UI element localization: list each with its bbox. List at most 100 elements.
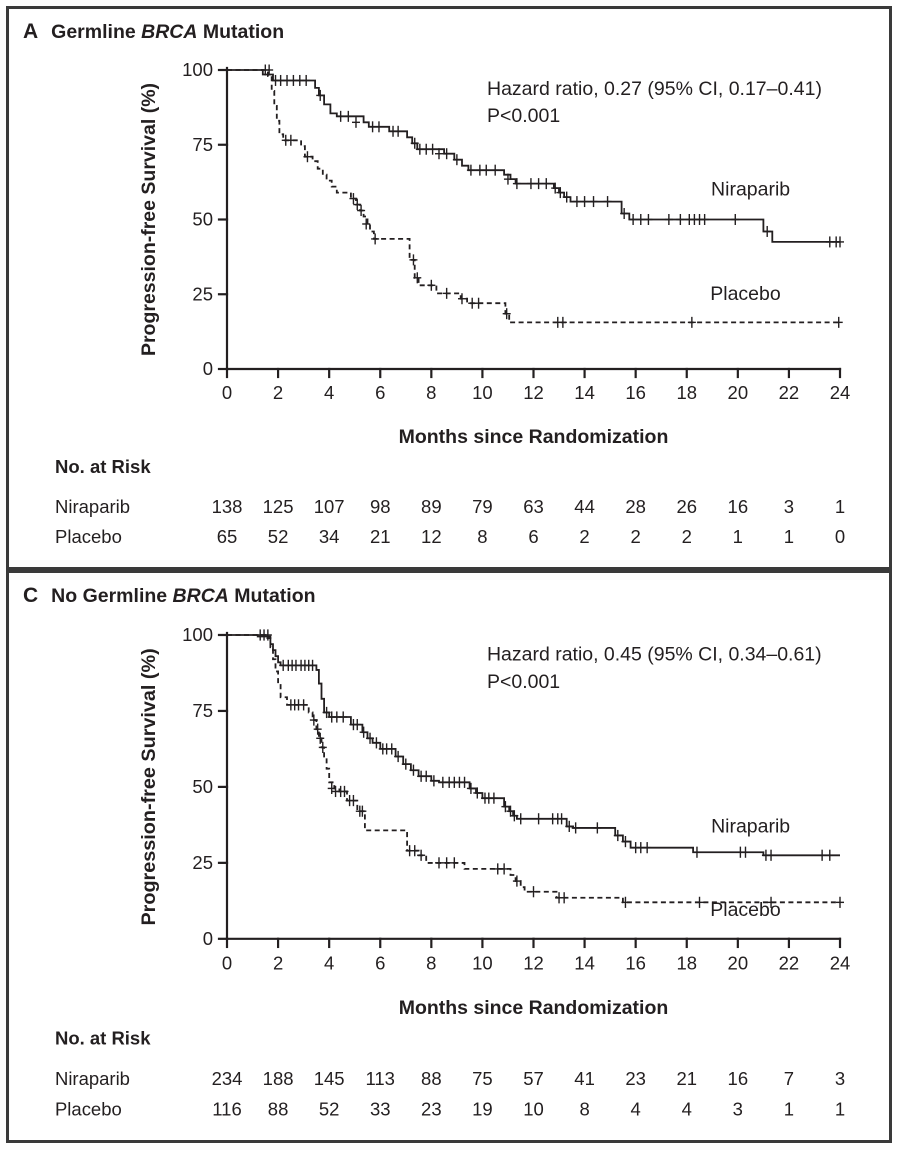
risk-value: 2 [579, 526, 589, 547]
risk-value: 41 [574, 1068, 595, 1089]
x-tick-label: 16 [625, 952, 646, 973]
gene-name-brca: BRCA [141, 21, 198, 43]
risk-value: 1 [733, 526, 743, 547]
x-tick-label: 14 [574, 952, 595, 973]
risk-value: 1 [835, 496, 845, 517]
x-tick-label: 8 [426, 952, 436, 973]
x-tick-label: 22 [779, 382, 800, 403]
km-curve-placebo: Placebo [227, 69, 843, 328]
hazard-ratio-annotation: P<0.001 [487, 105, 560, 127]
panel-a-title: A Germline BRCA Mutation [23, 20, 284, 44]
x-tick-label: 22 [779, 952, 800, 973]
hazard-ratio-annotation: P<0.001 [487, 671, 560, 693]
risk-value: 65 [217, 526, 238, 547]
risk-value: 107 [314, 496, 345, 517]
risk-value: 3 [733, 1098, 743, 1119]
x-tick-label: 6 [375, 952, 385, 973]
risk-value: 234 [212, 1068, 243, 1089]
panel-a-letter: A [23, 20, 39, 43]
risk-value: 16 [728, 1068, 749, 1089]
risk-value: 125 [263, 496, 294, 517]
risk-value: 33 [370, 1098, 391, 1119]
curve-label-niraparib: Niraparib [711, 815, 790, 837]
risk-value: 188 [263, 1068, 294, 1089]
x-tick-label: 4 [324, 382, 334, 403]
y-tick-label: 100 [182, 624, 213, 645]
km-curve-niraparib: Niraparib [227, 629, 840, 861]
risk-value: 88 [421, 1068, 442, 1089]
x-tick-label: 18 [676, 952, 697, 973]
risk-value: 10 [523, 1098, 544, 1119]
curve-label-placebo: Placebo [710, 283, 781, 305]
x-tick-label: 8 [426, 382, 436, 403]
risk-value: 23 [421, 1098, 442, 1119]
risk-value: 79 [472, 496, 493, 517]
km-curve-placebo: Placebo [227, 634, 844, 921]
y-axis-title: Progression-free Survival (%) [138, 83, 160, 356]
risk-value: 19 [472, 1098, 493, 1119]
censor-marks-niraparib [261, 64, 844, 248]
risk-value: 23 [625, 1068, 646, 1089]
x-tick-label: 24 [830, 952, 851, 973]
x-tick-label: 0 [222, 952, 232, 973]
x-tick-label: 24 [830, 382, 851, 403]
censor-marks-niraparib [256, 629, 834, 861]
x-tick-label: 12 [523, 952, 544, 973]
risk-value: 52 [268, 526, 289, 547]
risk-row-label-niraparib: Niraparib [55, 1068, 130, 1089]
risk-value: 3 [784, 496, 794, 517]
x-tick-label: 2 [273, 952, 283, 973]
x-axis-title: Months since Randomization [399, 426, 669, 448]
risk-value: 75 [472, 1068, 493, 1089]
risk-value: 138 [212, 496, 243, 517]
risk-value: 4 [682, 1098, 692, 1119]
x-tick-label: 12 [523, 382, 544, 403]
risk-value: 6 [528, 526, 538, 547]
panel-c-title-text: No Germline BRCA Mutation [51, 585, 315, 608]
risk-value: 0 [835, 526, 845, 547]
censor-marks-placebo [281, 134, 843, 328]
risk-value: 8 [477, 526, 487, 547]
y-tick-label: 25 [192, 283, 213, 304]
y-tick-label: 0 [203, 358, 213, 379]
y-tick-label: 0 [203, 928, 213, 949]
risk-value: 63 [523, 496, 544, 517]
panel-a-germline-brca: A Germline BRCA Mutation 100 75 50 25 0 0 2 4 6 8… [6, 6, 892, 570]
x-tick-label: 10 [472, 382, 493, 403]
risk-table-heading: No. at Risk [55, 1027, 151, 1048]
risk-value: 34 [319, 526, 340, 547]
panel-a-title-text: Germline BRCA Mutation [51, 21, 284, 44]
axes [217, 66, 842, 379]
risk-value: 89 [421, 496, 442, 517]
axes [217, 631, 842, 949]
risk-value: 57 [523, 1068, 544, 1089]
risk-value: 16 [728, 496, 749, 517]
risk-value: 3 [835, 1068, 845, 1089]
y-tick-label: 50 [192, 209, 213, 230]
y-tick-label: 100 [182, 59, 213, 80]
risk-value: 28 [625, 496, 646, 517]
panel-c-title: C No Germline BRCA Mutation [23, 584, 316, 608]
panel-a-title-pre: Germline [51, 21, 142, 43]
risk-table-heading: No. at Risk [55, 456, 151, 477]
x-tick-label: 4 [324, 952, 334, 973]
risk-value: 12 [421, 526, 442, 547]
curve-label-placebo: Placebo [710, 899, 780, 921]
km-curve-niraparib: Niraparib [227, 64, 844, 248]
risk-value: 1 [835, 1098, 845, 1119]
risk-row-label-placebo: Placebo [55, 526, 122, 547]
y-tick-label: 50 [192, 776, 213, 797]
x-tick-label: 0 [222, 382, 232, 403]
risk-value: 98 [370, 496, 391, 517]
x-tick-label: 18 [676, 382, 697, 403]
risk-value: 26 [676, 496, 697, 517]
panel-a-title-post: Mutation [197, 21, 285, 43]
y-tick-label: 25 [192, 852, 213, 873]
risk-value: 145 [314, 1068, 345, 1089]
